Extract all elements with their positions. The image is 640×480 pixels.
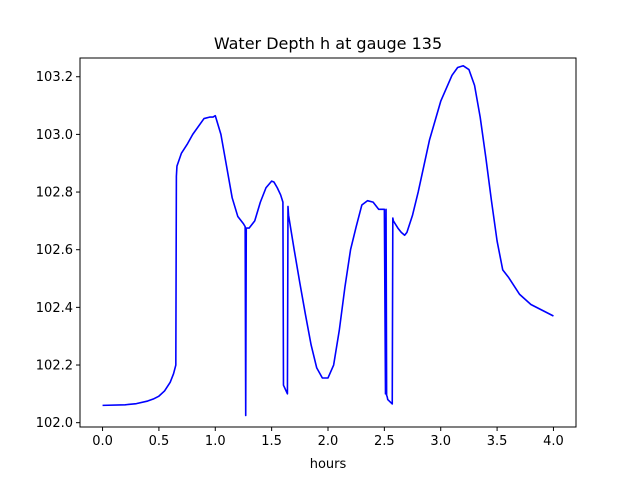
y-tick-label: 103.0 (36, 128, 73, 143)
x-tick-label: 1.0 (205, 434, 226, 449)
x-tick-label: 0.0 (92, 434, 113, 449)
y-tick-label: 102.6 (36, 243, 73, 258)
y-tick-label: 102.8 (36, 186, 73, 201)
x-tick-label: 3.0 (430, 434, 451, 449)
plot-frame (79, 57, 577, 428)
chart-title: Water Depth h at gauge 135 (214, 34, 442, 53)
x-axis-label: hours (310, 457, 347, 472)
y-tick-label: 102.4 (36, 301, 73, 316)
series-line-0 (102, 64, 554, 417)
x-tick-label: 1.5 (261, 434, 282, 449)
x-tick-label: 2.0 (318, 434, 339, 449)
x-tick-label: 0.5 (149, 434, 170, 449)
y-tick-label: 102.2 (36, 359, 73, 374)
y-tick-label: 102.0 (36, 416, 73, 431)
x-tick-label: 3.5 (487, 434, 508, 449)
x-tick-label: 2.5 (374, 434, 395, 449)
x-tick-label: 4.0 (543, 434, 564, 449)
y-tick-label: 103.2 (36, 70, 73, 85)
plot-area: 0.0 0.5 1.0 1.5 2.0 2.5 3.0 3.5 4.0 102.0 102.2 102… (36, 57, 577, 449)
